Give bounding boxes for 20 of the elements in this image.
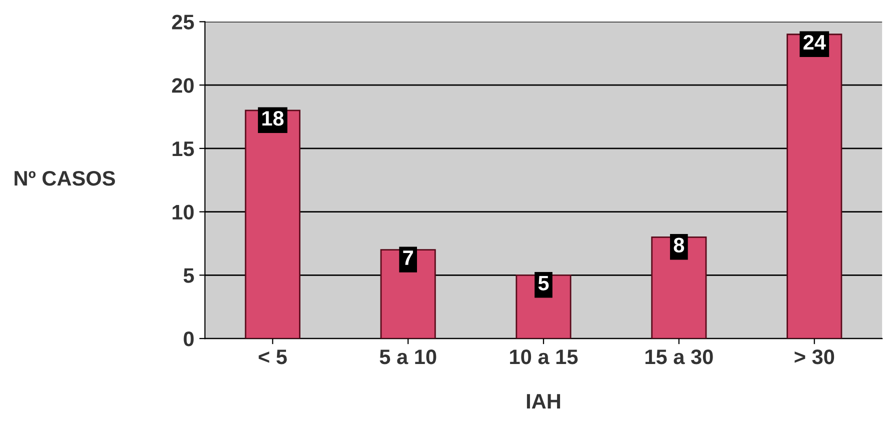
y-tick-label: 25 <box>172 14 194 30</box>
x-tick-label: < 5 <box>258 350 287 364</box>
x-tick-label: 5 a 10 <box>380 349 436 364</box>
y-tick-label: 5 <box>184 268 194 283</box>
x-tick-label: > 30 <box>794 349 834 364</box>
x-axis-title: IAH <box>526 394 560 408</box>
bar <box>651 236 707 339</box>
x-tick-label: 10 a 15 <box>510 349 578 364</box>
y-tick-label: 15 <box>172 142 194 156</box>
data-label: 7 <box>403 250 413 265</box>
data-label: 5 <box>538 276 549 290</box>
y-tick-label: 10 <box>172 204 194 220</box>
data-label: 24 <box>804 34 826 50</box>
data-label: 8 <box>674 238 684 252</box>
y-axis-title: Nº CASOS <box>14 170 115 186</box>
data-label: 18 <box>262 110 284 126</box>
y-tick-label: 0 <box>184 332 194 346</box>
bar <box>380 249 436 339</box>
x-tick-label: 15 a 30 <box>646 349 713 364</box>
y-tick-label: 20 <box>172 78 194 93</box>
